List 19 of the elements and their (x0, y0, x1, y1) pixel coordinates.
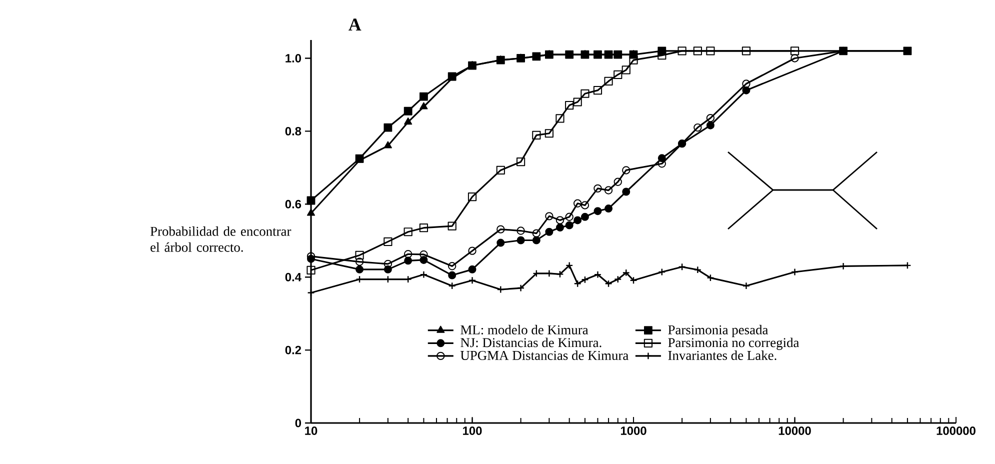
x-tick-label: 100000 (936, 426, 976, 435)
chart-title: A (348, 18, 362, 30)
x-tick-label: 10000 (778, 426, 811, 435)
y-tick-label: 0.2 (285, 346, 302, 354)
y-axis-title: Probabilidad de encontrar el árbol correcto. (150, 226, 292, 252)
legend-label: Parsimonia no corregida (668, 338, 800, 350)
x-tick-label: 10 (305, 426, 318, 435)
legend-label: NJ: Distancias de Kimura. (460, 338, 602, 348)
x-tick-label: 1000 (620, 426, 646, 435)
legend-label: UPGMA Distancias de Kimura (460, 350, 628, 360)
legend-label: Parsimonia pesada (668, 324, 768, 338)
x-tick-label: 100 (463, 426, 482, 435)
legend-label: ML: modelo de Kimura (460, 324, 588, 334)
legend-label: Invariantes de Lake. (668, 350, 776, 360)
y-tick-label: 0.8 (285, 126, 302, 136)
y-tick-label: 0.6 (285, 200, 302, 208)
y-tick-label: 0.4 (285, 272, 302, 282)
y-tick-label: 1.0 (286, 54, 302, 62)
y-tick-label: 0 (295, 418, 302, 428)
